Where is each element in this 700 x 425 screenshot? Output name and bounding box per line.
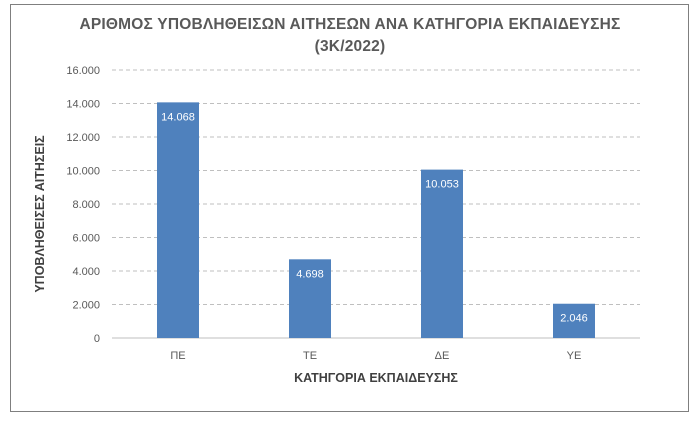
bar: [157, 102, 199, 339]
y-axis-title: ΥΠΟΒΛΗΘΕΙΣΕΣ ΑΙΤΗΣΕΙΣ: [33, 135, 47, 293]
chart-title: ΑΡΙΘΜΟΣ ΥΠΟΒΛΗΘΕΙΣΩΝ ΑΙΤΗΣΕΩΝ ΑΝΑ ΚΑΤΗΓΟ…: [79, 16, 621, 33]
data-label: 2.046: [560, 313, 588, 325]
y-tick-label: 6.000: [72, 233, 100, 245]
chart-frame: [10, 4, 689, 412]
chart-subtitle: (3Κ/2022): [314, 38, 386, 55]
x-axis-title: ΚΑΤΗΓΟΡΙΑ ΕΚΠΑΙΔΕΥΣΗΣ: [294, 371, 458, 385]
y-tick-label: 10.000: [66, 166, 100, 178]
bar: [289, 259, 331, 338]
x-tick-label: ΥΕ: [567, 350, 582, 362]
y-tick-label: 8.000: [72, 199, 100, 211]
x-tick-label: ΔΕ: [435, 350, 450, 362]
y-tick-label: 12.000: [66, 132, 100, 144]
data-label: 14.068: [161, 111, 195, 123]
x-tick-label: ΤΕ: [303, 350, 317, 362]
x-tick-label: ΠΕ: [170, 350, 185, 362]
y-tick-label: 0: [94, 333, 100, 345]
data-label: 4.698: [296, 268, 324, 280]
bar: [553, 303, 595, 338]
y-tick-label: 14.000: [66, 99, 100, 111]
y-tick-label: 16.000: [66, 65, 100, 77]
y-tick-label: 2.000: [72, 300, 100, 312]
bar: [421, 169, 463, 338]
y-tick-label: 4.000: [72, 266, 100, 278]
data-label: 10.053: [425, 179, 459, 191]
